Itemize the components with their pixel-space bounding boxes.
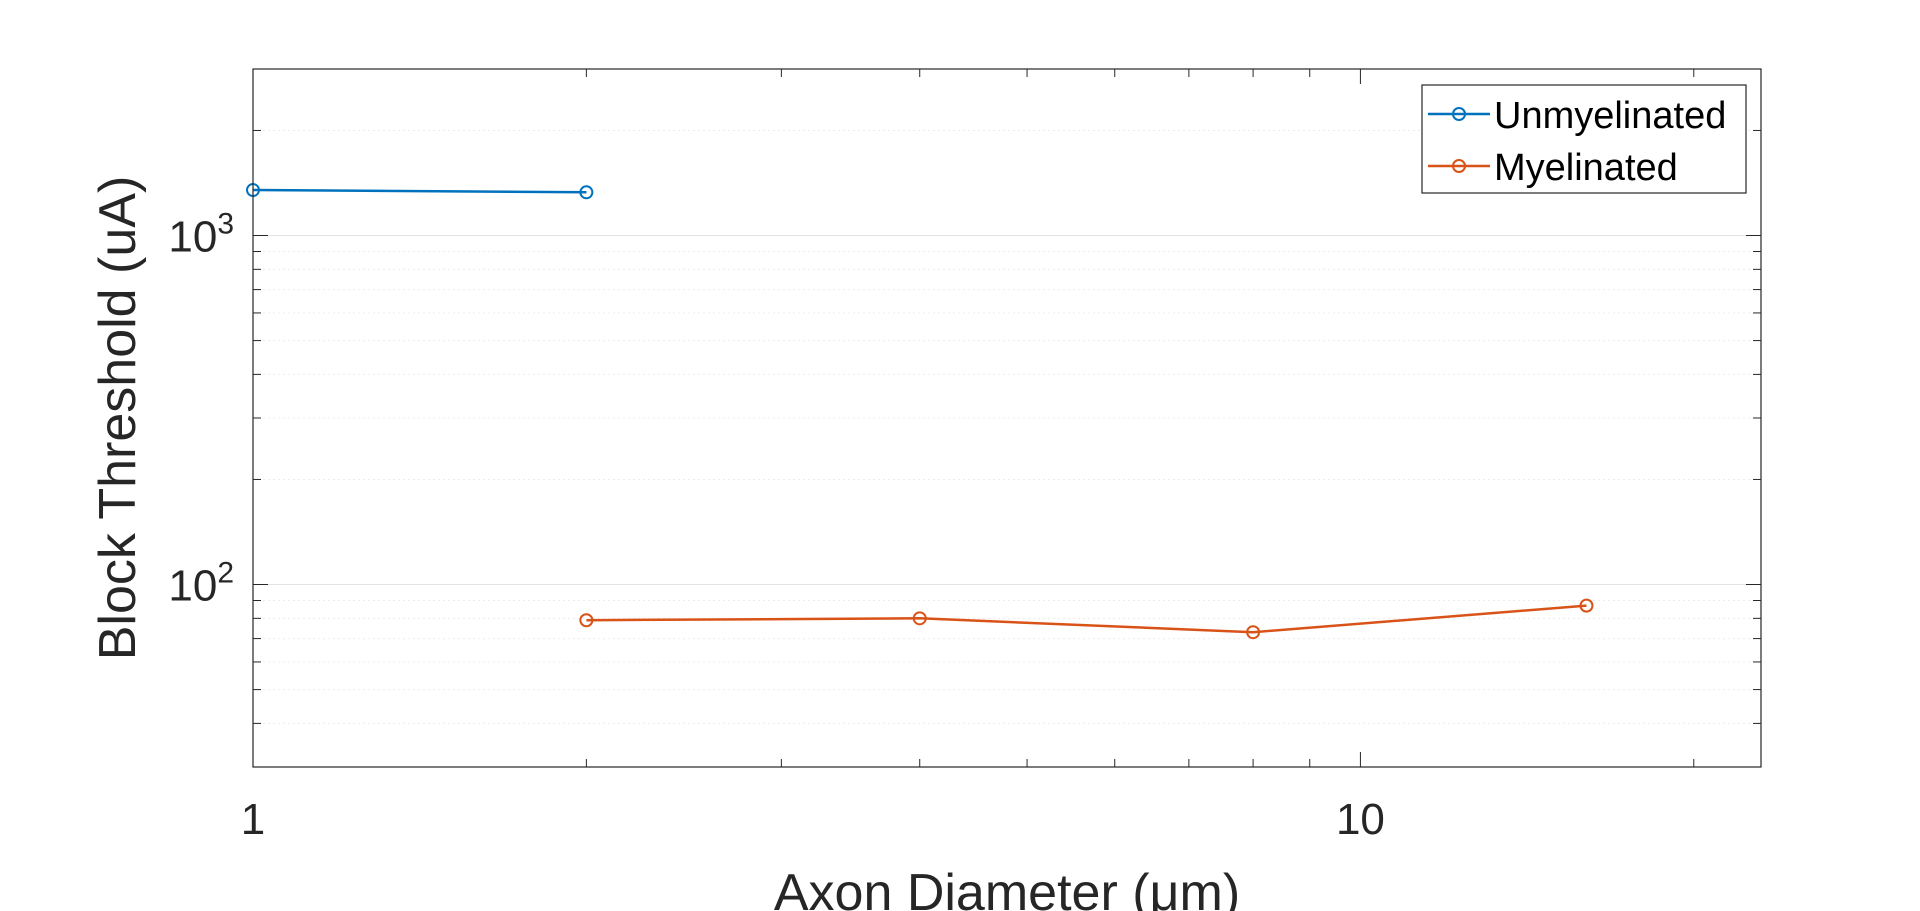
ticks xyxy=(252,68,1761,768)
series-line-myelinated xyxy=(586,604,1587,634)
legend: Unmyelinated Myelinated xyxy=(1421,84,1747,194)
data-point-myelinated xyxy=(1246,625,1261,640)
data-point-myelinated xyxy=(1579,598,1594,613)
x-tick-label: 10 xyxy=(1336,795,1385,844)
y-tick-label-exponent: 3 xyxy=(217,208,234,241)
y-axis-title: Block Threshold (uA) xyxy=(89,176,147,661)
series xyxy=(246,183,1594,640)
legend-marker-myelinated xyxy=(1452,159,1466,173)
x-tick-label: 1 xyxy=(241,795,265,844)
x-axis-title: Axon Diameter (μm) xyxy=(774,864,1240,911)
series-line-unmyelinated xyxy=(252,188,587,194)
y-tick-label: 103 xyxy=(168,208,234,262)
y-tick-label: 102 xyxy=(168,557,234,611)
legend-label-myelinated: Myelinated xyxy=(1494,147,1678,189)
legend-box xyxy=(1421,84,1747,194)
data-point-myelinated xyxy=(579,613,594,628)
data-point-unmyelinated xyxy=(579,185,594,200)
legend-label-unmyelinated: Unmyelinated xyxy=(1494,95,1726,137)
legend-entry-unmyelinated: Unmyelinated xyxy=(1428,95,1726,137)
grid xyxy=(253,68,1761,768)
y-tick-label-exponent: 2 xyxy=(217,557,234,590)
plot-frame xyxy=(252,68,1762,768)
legend-entry-myelinated: Myelinated xyxy=(1428,147,1678,189)
data-point-myelinated xyxy=(912,611,927,626)
y-tick-label-base: 10 xyxy=(168,213,217,262)
legend-marker-unmyelinated xyxy=(1452,107,1466,121)
y-tick-label-base: 10 xyxy=(168,562,217,611)
